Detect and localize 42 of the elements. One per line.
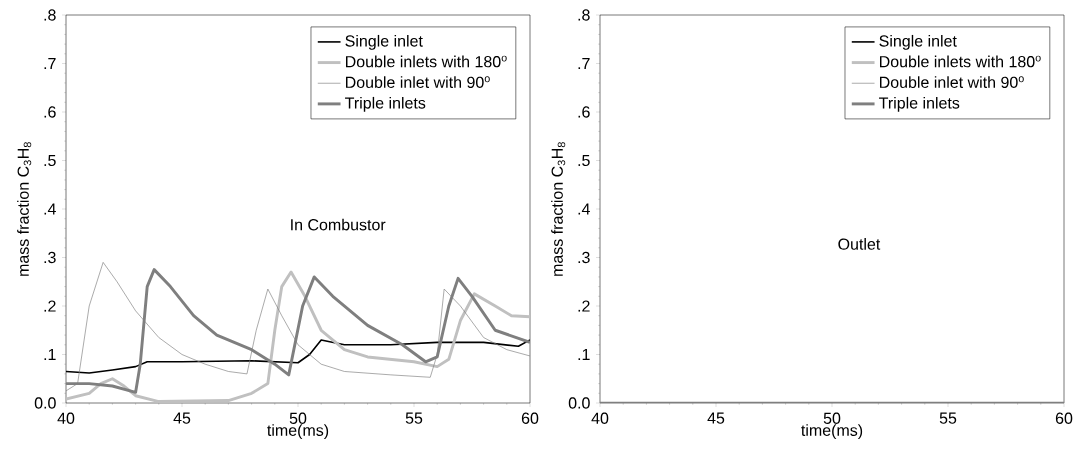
annotation: In Combustor — [291, 218, 386, 231]
legend-label: Double inlet with 90$^{o}$ — [346, 76, 490, 88]
y-tick-label: .5 — [44, 154, 56, 167]
legend-label: Double inlets with 180$^{o}$ — [880, 55, 1041, 68]
legend-label: Triple inlets — [345, 96, 426, 112]
x-tick-label: 50 — [289, 412, 307, 424]
legend-label: Triple inlets — [879, 96, 960, 112]
x-tick-label: 60 — [521, 412, 539, 424]
y-tick-label: 0.0 — [568, 397, 590, 409]
y-tick-label: .7 — [578, 58, 590, 70]
y-tick-label: .2 — [44, 300, 56, 312]
y-tick-label: .4 — [578, 203, 590, 215]
x-tick-label: 50 — [823, 412, 841, 424]
annotation: Outlet — [838, 238, 881, 250]
y-tick-label: .8 — [578, 9, 590, 21]
y-axis-title: mass fraction C$_{3}$H$_{8}$ — [551, 142, 566, 276]
legend-label: Double inlets with 180$^{o}$ — [346, 55, 507, 68]
legend-label: Single inlet — [345, 34, 423, 50]
x-tick-label: 40 — [57, 412, 75, 424]
y-tick-label: .1 — [44, 349, 56, 361]
y-tick-label: .8 — [44, 9, 56, 21]
y-tick-label: .7 — [44, 58, 56, 70]
y-tick-label: .4 — [44, 203, 56, 215]
x-tick-label: 60 — [1055, 412, 1073, 424]
y-tick-label: .5 — [578, 154, 590, 167]
y-tick-label: .6 — [578, 106, 590, 118]
legend-label: Single inlet — [879, 34, 957, 50]
y-tick-label: .6 — [44, 106, 56, 118]
x-tick-label: 55 — [939, 412, 957, 424]
y-tick-label: .3 — [44, 251, 56, 264]
y-tick-label: 0.0 — [34, 397, 56, 409]
y-tick-label: .1 — [578, 349, 590, 361]
x-tick-label: 55 — [405, 412, 423, 424]
x-tick-label: 45 — [173, 412, 191, 424]
y-axis-title: mass fraction C$_{3}$H$_{8}$ — [17, 142, 32, 276]
legend-label: Double inlet with 90$^{o}$ — [880, 76, 1024, 88]
x-axis-title: time(ms) — [267, 424, 329, 440]
y-tick-label: .2 — [578, 300, 590, 312]
x-tick-label: 40 — [591, 412, 609, 424]
y-tick-label: .3 — [578, 251, 590, 264]
x-tick-label: 45 — [707, 412, 725, 424]
x-axis-title: time(ms) — [801, 424, 863, 440]
